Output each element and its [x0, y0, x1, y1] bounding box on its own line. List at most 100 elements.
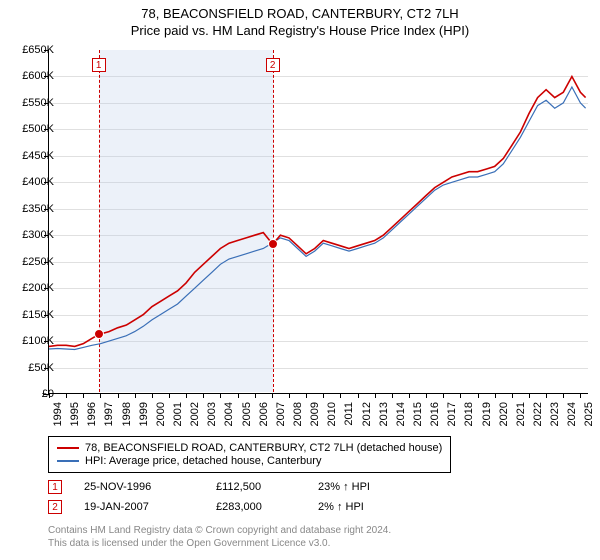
sale-row-marker: 1 — [48, 480, 62, 494]
title-line2: Price paid vs. HM Land Registry's House … — [0, 23, 600, 38]
chart-container: 78, BEACONSFIELD ROAD, CANTERBURY, CT2 7… — [0, 0, 600, 560]
x-tick — [255, 393, 256, 398]
x-tick-label: 2016 — [429, 402, 441, 426]
y-tick-label: £100K — [8, 335, 54, 347]
x-tick — [135, 393, 136, 398]
x-tick-label: 2014 — [395, 402, 407, 426]
series-property — [49, 77, 586, 347]
x-tick-label: 2004 — [223, 402, 235, 426]
y-tick-label: £400K — [8, 176, 54, 188]
sale-marker-dot — [268, 239, 278, 249]
legend-label: HPI: Average price, detached house, Cant… — [85, 455, 321, 467]
x-tick — [478, 393, 479, 398]
sale-row-price: £112,500 — [216, 481, 296, 493]
x-tick-label: 1994 — [52, 402, 64, 426]
x-tick — [460, 393, 461, 398]
sale-row: 2 19-JAN-2007 £283,000 2% ↑ HPI — [48, 500, 398, 514]
y-tick-label: £200K — [8, 282, 54, 294]
sale-marker-dot — [94, 329, 104, 339]
x-tick — [220, 393, 221, 398]
footer-line2: This data is licensed under the Open Gov… — [48, 537, 391, 550]
x-tick-label: 2024 — [566, 402, 578, 426]
legend-row: 78, BEACONSFIELD ROAD, CANTERBURY, CT2 7… — [57, 442, 442, 454]
x-tick-label: 2006 — [258, 402, 270, 426]
x-tick-label: 1998 — [121, 402, 133, 426]
sale-row-date: 25-NOV-1996 — [84, 481, 194, 493]
x-tick — [272, 393, 273, 398]
title-block: 78, BEACONSFIELD ROAD, CANTERBURY, CT2 7… — [0, 0, 600, 38]
x-tick — [409, 393, 410, 398]
x-tick — [512, 393, 513, 398]
x-tick-label: 2005 — [241, 402, 253, 426]
x-tick — [203, 393, 204, 398]
sale-row-price: £283,000 — [216, 501, 296, 513]
x-tick-label: 2010 — [326, 402, 338, 426]
line-layer — [49, 50, 589, 394]
y-tick-label: £350K — [8, 203, 54, 215]
chart-area: 12 — [48, 50, 588, 394]
legend-swatch — [57, 447, 79, 449]
x-tick — [375, 393, 376, 398]
x-tick — [306, 393, 307, 398]
y-tick-label: £0 — [8, 388, 54, 400]
x-tick-label: 2020 — [498, 402, 510, 426]
x-tick — [529, 393, 530, 398]
y-tick-label: £450K — [8, 150, 54, 162]
x-tick — [495, 393, 496, 398]
x-tick-label: 2000 — [155, 402, 167, 426]
x-tick-label: 1996 — [86, 402, 98, 426]
sale-row-hpi: 2% ↑ HPI — [318, 501, 398, 513]
x-tick-label: 2011 — [343, 402, 355, 426]
x-tick-label: 2015 — [412, 402, 424, 426]
x-tick — [426, 393, 427, 398]
sale-marker-box: 2 — [266, 58, 280, 72]
y-tick-label: £550K — [8, 97, 54, 109]
y-tick-label: £650K — [8, 44, 54, 56]
y-tick-label: £250K — [8, 256, 54, 268]
x-tick-label: 2022 — [532, 402, 544, 426]
legend-label: 78, BEACONSFIELD ROAD, CANTERBURY, CT2 7… — [85, 442, 442, 454]
x-tick-label: 2008 — [292, 402, 304, 426]
x-tick — [546, 393, 547, 398]
x-tick-label: 2012 — [361, 402, 373, 426]
x-tick-label: 2017 — [446, 402, 458, 426]
x-tick — [186, 393, 187, 398]
legend: 78, BEACONSFIELD ROAD, CANTERBURY, CT2 7… — [48, 436, 451, 473]
x-tick — [289, 393, 290, 398]
y-tick-label: £500K — [8, 123, 54, 135]
x-tick — [83, 393, 84, 398]
x-tick-label: 1995 — [69, 402, 81, 426]
x-tick-label: 1997 — [103, 402, 115, 426]
x-tick — [238, 393, 239, 398]
x-tick — [340, 393, 341, 398]
x-tick-label: 2025 — [583, 402, 595, 426]
y-tick-label: £50K — [8, 362, 54, 374]
x-tick — [323, 393, 324, 398]
x-tick — [169, 393, 170, 398]
x-tick-label: 2023 — [549, 402, 561, 426]
legend-swatch — [57, 460, 79, 462]
footer: Contains HM Land Registry data © Crown c… — [48, 524, 391, 550]
sale-row-date: 19-JAN-2007 — [84, 501, 194, 513]
y-tick-label: £600K — [8, 70, 54, 82]
sale-row: 1 25-NOV-1996 £112,500 23% ↑ HPI — [48, 480, 398, 494]
x-tick-label: 2003 — [206, 402, 218, 426]
sale-row-hpi: 23% ↑ HPI — [318, 481, 398, 493]
x-tick — [443, 393, 444, 398]
sale-rows: 1 25-NOV-1996 £112,500 23% ↑ HPI 2 19-JAN-200… — [48, 480, 398, 520]
x-tick-label: 2021 — [515, 402, 527, 426]
y-tick-label: £150K — [8, 309, 54, 321]
x-tick — [66, 393, 67, 398]
legend-row: HPI: Average price, detached house, Cant… — [57, 455, 442, 467]
series-hpi — [49, 87, 586, 350]
sale-row-marker: 2 — [48, 500, 62, 514]
x-tick-label: 2018 — [463, 402, 475, 426]
x-tick — [563, 393, 564, 398]
x-tick-label: 2007 — [275, 402, 287, 426]
x-tick-label: 1999 — [138, 402, 150, 426]
x-tick-label: 2019 — [481, 402, 493, 426]
y-tick-label: £300K — [8, 229, 54, 241]
x-tick — [580, 393, 581, 398]
x-tick — [392, 393, 393, 398]
x-tick-label: 2002 — [189, 402, 201, 426]
